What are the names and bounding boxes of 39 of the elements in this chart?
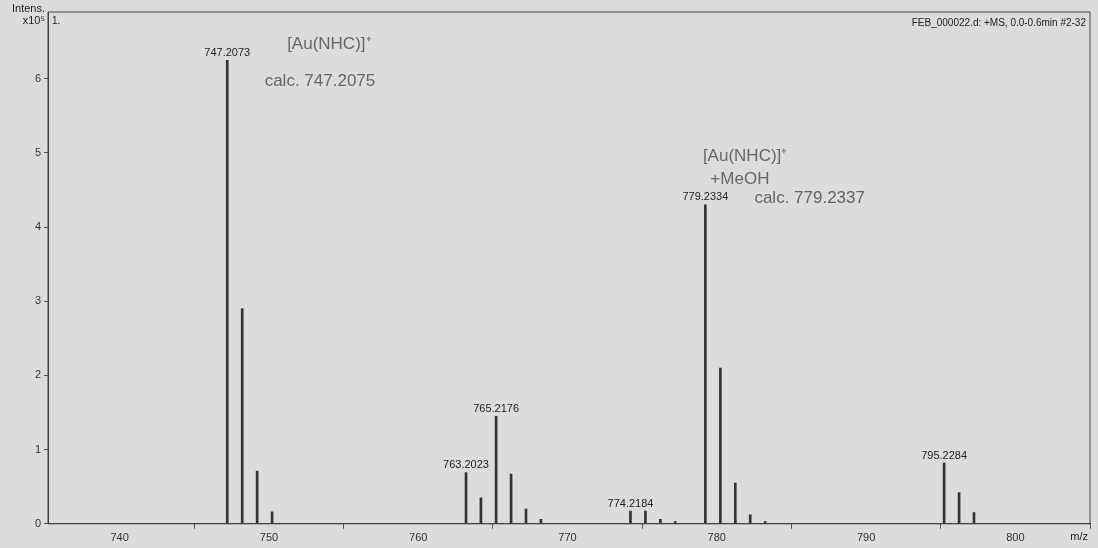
annotation: 763.2023 xyxy=(443,458,489,471)
annotation: 765.2176 xyxy=(473,401,520,414)
bar xyxy=(240,308,244,524)
bar xyxy=(659,519,662,524)
y-tick-label: 1 xyxy=(34,442,41,455)
annotation: 774.2184 xyxy=(607,496,654,509)
x-tick-label: 770 xyxy=(558,531,577,544)
bar xyxy=(733,482,737,524)
y-tick-label: 5 xyxy=(34,145,41,158)
x-tick-label: 780 xyxy=(707,531,726,544)
x-tick-label: 760 xyxy=(409,531,428,544)
annotation: 747.2073 xyxy=(204,45,251,58)
annotation: [Au(NHC)]⁺ xyxy=(702,146,788,166)
x-tick-label: 790 xyxy=(856,531,876,544)
y-axis-title: Intens. x10⁵ xyxy=(11,1,45,26)
annotation: calc. 779.2337 xyxy=(754,188,865,208)
annotation: 795.2284 xyxy=(921,448,968,461)
bar xyxy=(673,521,677,524)
y-tick-label: 4 xyxy=(34,220,41,233)
bar xyxy=(644,510,647,524)
bar xyxy=(704,204,707,524)
annotation: 779.2334 xyxy=(682,190,729,203)
annotation: FEB_000022.d: +MS, 0.0-0.6min #2-32 xyxy=(911,16,1087,28)
annotation: [Au(NHC)]⁺ xyxy=(287,34,372,54)
x-tick-label: 750 xyxy=(259,531,279,544)
annotation: 1. xyxy=(52,14,61,26)
y-tick-label: 2 xyxy=(34,368,41,381)
bar xyxy=(629,510,632,524)
bar xyxy=(225,59,229,524)
annotation: +MeOH xyxy=(710,168,770,188)
bar xyxy=(719,367,722,524)
y-tick-label: 6 xyxy=(34,71,41,84)
x-tick-label: 740 xyxy=(110,531,129,544)
y-tick-label: 0 xyxy=(34,516,41,529)
bar xyxy=(748,514,752,524)
x-axis-title: m/z xyxy=(1070,530,1088,543)
x-tick-label: 800 xyxy=(1006,531,1025,544)
y-tick-label: 3 xyxy=(34,294,41,307)
annotation: calc. 747.2075 xyxy=(264,71,376,91)
